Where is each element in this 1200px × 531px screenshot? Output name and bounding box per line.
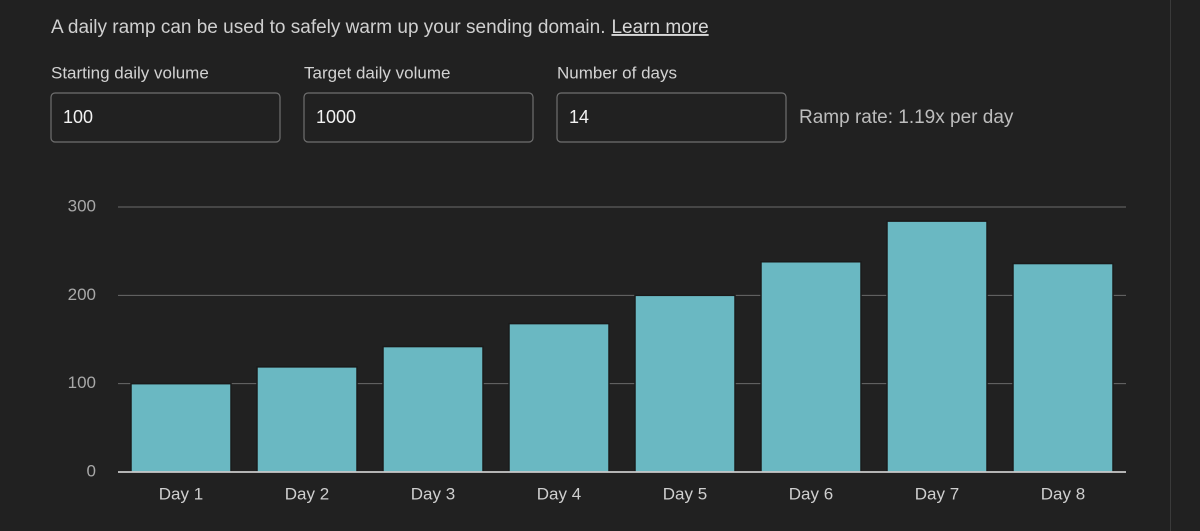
x-tick-label: Day 5 — [663, 484, 707, 503]
input-box[interactable] — [50, 92, 281, 143]
x-tick-label: Day 6 — [789, 484, 833, 503]
bar — [1012, 262, 1114, 473]
bar — [256, 366, 358, 473]
y-tick-label: 200 — [68, 285, 96, 304]
y-tick-label: 100 — [68, 373, 96, 392]
bar — [130, 382, 232, 473]
bar — [886, 220, 988, 473]
x-tick-label: Day 1 — [159, 484, 203, 503]
input-value: 14 — [569, 107, 589, 127]
field-label: Target daily volume — [304, 63, 450, 82]
field-label: Number of days — [557, 63, 677, 82]
bar — [508, 322, 610, 473]
ramp-rate: Ramp rate: 1.19x per day — [799, 107, 1014, 128]
input-value: 100 — [63, 107, 93, 127]
x-tick-label: Day 3 — [411, 484, 455, 503]
bar — [634, 294, 736, 473]
x-tick-label: Day 7 — [915, 484, 959, 503]
bar — [760, 261, 862, 473]
y-tick-label: 0 — [87, 461, 96, 480]
input-box[interactable] — [303, 92, 534, 143]
x-tick-label: Day 4 — [537, 484, 581, 503]
y-tick-label: 300 — [68, 196, 96, 215]
input-box[interactable] — [556, 92, 787, 143]
field-label: Starting daily volume — [51, 63, 209, 82]
learn-more-link[interactable]: Learn more — [611, 17, 708, 38]
bar — [382, 345, 484, 473]
x-tick-label: Day 8 — [1041, 484, 1085, 503]
x-tick-label: Day 2 — [285, 484, 329, 503]
input-value: 1000 — [316, 107, 356, 127]
intro-text: A daily ramp can be used to safely warm … — [51, 17, 605, 38]
